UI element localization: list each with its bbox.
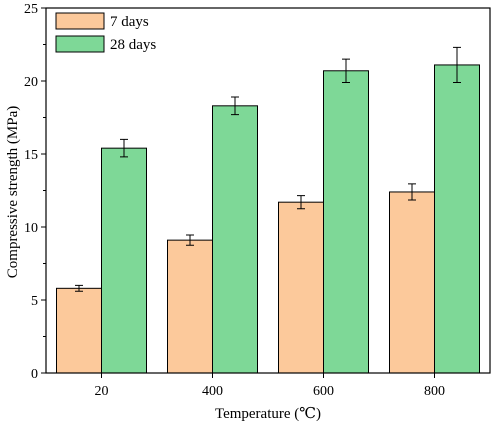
- ticks-layer: 20 400 600 800 0 5 10 15 20 25: [24, 2, 445, 399]
- bar-28-days-400: [212, 105, 258, 374]
- bar-7-days-400: [167, 239, 213, 374]
- bar-28-days-600: [323, 70, 369, 374]
- error-bar-28-days-800: [453, 46, 461, 83]
- y-tick-label: 0: [31, 367, 38, 382]
- bar-7-days-20: [56, 287, 102, 374]
- x-tick-label: 400: [202, 384, 223, 399]
- y-tick-label: 15: [24, 148, 38, 163]
- legend-label-28-days: 28 days: [110, 37, 156, 53]
- error-bar-7-days-800: [408, 183, 416, 201]
- legend-label-7-days: 7 days: [110, 14, 149, 30]
- bar-7-days-600: [278, 201, 324, 374]
- legend-swatch-28-days: [55, 35, 105, 53]
- error-bar-28-days-400: [231, 96, 239, 116]
- error-bar-7-days-600: [297, 195, 305, 210]
- error-bar-7-days-400: [186, 234, 194, 246]
- error-bars-layer: [75, 46, 461, 292]
- x-tick-label: 600: [313, 384, 334, 399]
- legend-swatch-7-days: [55, 12, 105, 30]
- error-bar-28-days-20: [120, 138, 128, 158]
- y-tick-label: 25: [24, 2, 38, 17]
- x-axis-title: Temperature (℃): [215, 406, 321, 422]
- x-tick-label: 800: [424, 384, 445, 399]
- legend: 7 days 28 days: [55, 12, 156, 53]
- bars-layer: [56, 64, 480, 374]
- error-bar-7-days-20: [75, 284, 83, 292]
- x-tick-label: 20: [95, 384, 109, 399]
- y-tick-label: 10: [24, 221, 38, 236]
- bar-28-days-20: [101, 147, 147, 374]
- error-bar-28-days-600: [342, 58, 350, 83]
- y-tick-label: 20: [24, 75, 38, 90]
- y-axis-title: Compressive strength (MPa): [5, 106, 21, 278]
- bar-28-days-800: [434, 64, 480, 374]
- bar-7-days-800: [389, 191, 435, 374]
- y-tick-label: 5: [31, 294, 38, 309]
